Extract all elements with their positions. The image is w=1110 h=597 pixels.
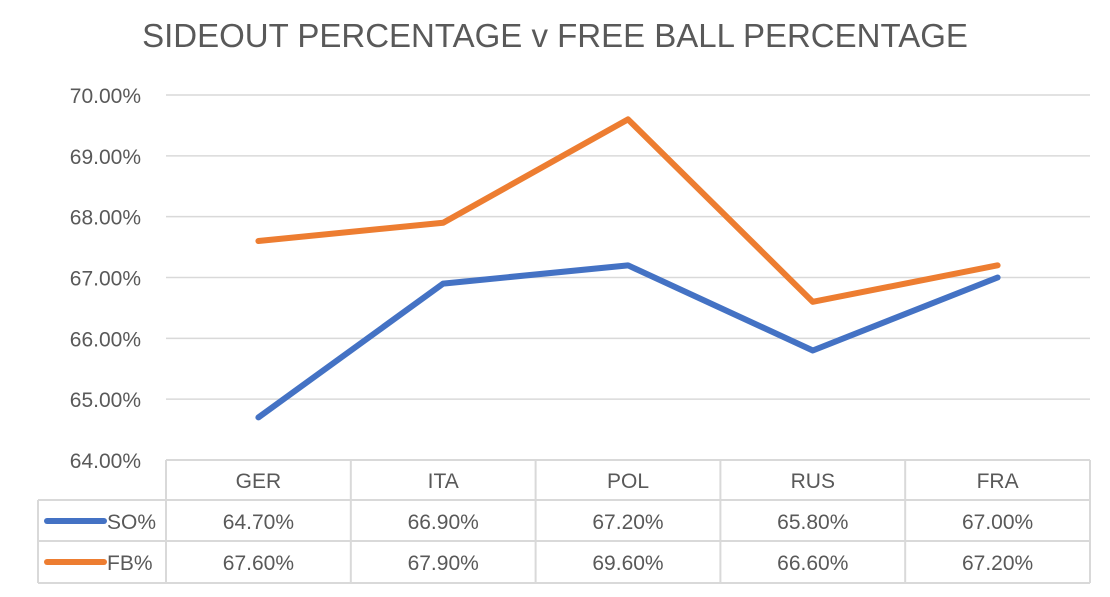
data-table-value: 67.90% bbox=[408, 552, 479, 575]
y-tick-label: 68.00% bbox=[70, 207, 141, 230]
data-table-value: 67.00% bbox=[962, 511, 1033, 534]
y-tick-label: 70.00% bbox=[70, 85, 141, 108]
x-category-label: GER bbox=[236, 470, 282, 493]
y-tick-label: 67.00% bbox=[70, 268, 141, 291]
x-category-label: POL bbox=[607, 470, 649, 493]
y-tick-label: 66.00% bbox=[70, 328, 141, 351]
data-table-value: 69.60% bbox=[592, 552, 663, 575]
legend-label: FB% bbox=[107, 552, 153, 575]
y-tick-label: 65.00% bbox=[70, 389, 141, 412]
data-table-value: 67.60% bbox=[223, 552, 294, 575]
data-table-value: 67.20% bbox=[962, 552, 1033, 575]
legend-label: SO% bbox=[107, 511, 156, 534]
y-tick-label: 69.00% bbox=[70, 146, 141, 169]
data-table-value: 67.20% bbox=[592, 511, 663, 534]
x-category-label: RUS bbox=[791, 470, 835, 493]
chart-title: SIDEOUT PERCENTAGE v FREE BALL PERCENTAG… bbox=[142, 17, 968, 54]
x-category-label: ITA bbox=[428, 470, 459, 493]
y-tick-label: 64.00% bbox=[70, 450, 141, 473]
data-table-value: 66.60% bbox=[777, 552, 848, 575]
data-table-value: 64.70% bbox=[223, 511, 294, 534]
data-table-value: 65.80% bbox=[777, 511, 848, 534]
x-category-label: FRA bbox=[977, 470, 1019, 493]
series-line-fb bbox=[258, 119, 997, 302]
data-table-value: 66.90% bbox=[408, 511, 479, 534]
